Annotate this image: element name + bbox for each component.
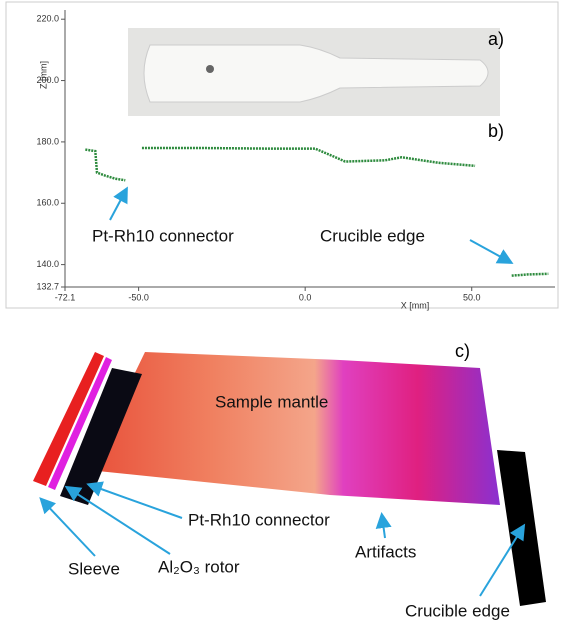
y-tick-label: 220.0 [36,14,59,24]
panel-label: a) [488,29,504,49]
x-tick-label: 0.0 [299,292,312,302]
annotation: Al₂O₃ rotor [158,557,240,576]
x-tick-label: -50.0 [128,292,149,302]
x-tick-label: 50.0 [463,292,481,302]
page: 220.0200.0180.0160.0140.0132.7-72.1-50.0… [0,0,568,626]
arrow [382,516,385,538]
x-tick-label: -72.1 [55,292,76,302]
annotation: Sample mantle [215,392,328,411]
arrow [90,485,182,518]
y-tick-label: 180.0 [36,136,59,146]
x-axis-label: X [mm] [401,300,430,310]
panel-label: b) [488,121,504,141]
panel-label: c) [455,341,470,361]
annotation: Pt-Rh10 connector [188,510,330,529]
annotation: Crucible edge [405,601,510,620]
annotation: Crucible edge [320,226,425,245]
annotation: Pt-Rh10 connector [92,226,234,245]
hole [206,65,214,73]
annotation: Sleeve [68,559,120,578]
y-tick-label: 140.0 [36,259,59,269]
sample-mantle [88,352,500,505]
annotation: Artifacts [355,542,416,561]
y-tick-label: 132.7 [36,281,59,291]
y-axis-label: Z [mm] [38,61,48,89]
arrow [42,500,95,556]
y-tick-label: 160.0 [36,198,59,208]
figure: 220.0200.0180.0160.0140.0132.7-72.1-50.0… [0,0,568,626]
